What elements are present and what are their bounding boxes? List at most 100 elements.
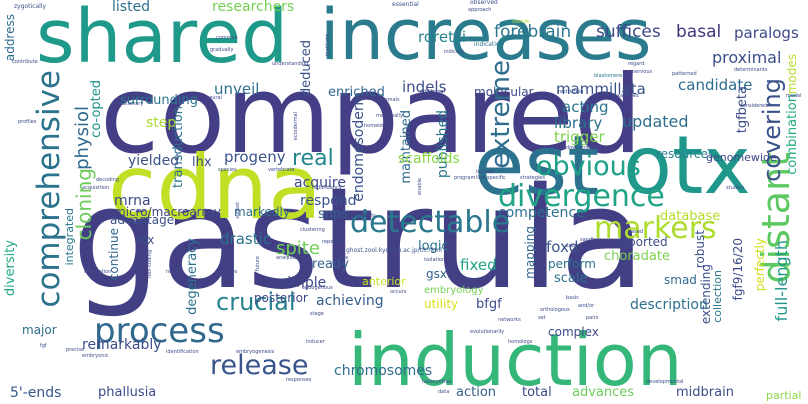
word-combination: combination xyxy=(785,94,800,175)
word-spite: spite xyxy=(276,238,320,259)
word-modes: modes xyxy=(785,54,799,95)
word-otx: otx xyxy=(623,119,751,212)
word-nervous: nervous xyxy=(632,69,653,75)
word-action: action xyxy=(456,385,497,400)
word-address: address xyxy=(3,14,17,62)
word-url: ghost.zool.kyoto-u.ac.jp/tft.html xyxy=(346,247,442,254)
word-halocynthia: halocynthia xyxy=(422,379,452,385)
word-covering: covering xyxy=(758,78,786,182)
word-blastomere: blastomere xyxy=(594,73,623,79)
word-essential: essential xyxy=(392,1,419,8)
word-complex: complex xyxy=(548,325,599,339)
word-full-length: full-length xyxy=(772,240,791,322)
word-degeneracy: degeneracy xyxy=(185,238,200,315)
word-repeated: repeated xyxy=(322,239,345,245)
word-transduction: transduction xyxy=(171,106,186,188)
word-proximal: proximal xyxy=(712,48,782,67)
word-occurs: occurs xyxy=(390,289,407,295)
word-line-specific: line-specific xyxy=(476,175,506,181)
word-5-ends: 5'-ends xyxy=(10,385,62,401)
word-understanding: understanding xyxy=(272,61,309,67)
word-advantage: advantage xyxy=(110,213,175,227)
word-embryology: embryology xyxy=(424,285,484,296)
word-deduced: deduced xyxy=(299,40,314,97)
word-future: future xyxy=(255,256,261,272)
word-genomewide: genomewide xyxy=(706,151,777,164)
word-achieving: achieving xyxy=(316,293,384,309)
word-indicate: indicate xyxy=(444,49,464,55)
word-unveil: unveil xyxy=(214,80,260,98)
word-analyses: analyses xyxy=(276,255,298,261)
word-diversity: diversity xyxy=(3,240,18,297)
word-gradually: gradually xyxy=(210,47,234,53)
word-sequencing: sequencing xyxy=(566,243,595,249)
word-increases: increases xyxy=(320,0,652,76)
word-tgfbeta: tgfbeta xyxy=(735,86,750,134)
word-chromosomes: chromosomes xyxy=(334,363,433,379)
word-common: common xyxy=(216,35,238,41)
word-utility: utility xyxy=(424,297,459,311)
word-suffices: suffices xyxy=(596,22,661,42)
word-induction: induction xyxy=(348,318,683,402)
word-competence: competence xyxy=(498,205,585,221)
word-obvious: obvious xyxy=(536,151,641,182)
word-species: species xyxy=(218,167,237,173)
word-isolation: isolation xyxy=(424,257,446,263)
word-extreme: extreme xyxy=(486,60,516,169)
word-process: process xyxy=(94,311,225,351)
word-surrounding: surrounding xyxy=(120,93,198,108)
word-basic: basic xyxy=(566,295,579,301)
word-paralogs: paralogs xyxy=(734,24,799,42)
word-developmental: developmental xyxy=(646,379,684,385)
word-endogenous: endogenous xyxy=(302,285,333,291)
word-highlight: highlight xyxy=(325,34,331,56)
word-downstream: downstream xyxy=(566,145,598,151)
word-foxd: foxd xyxy=(546,238,579,256)
word-orthologous: orthologous xyxy=(540,307,570,313)
word-model: model xyxy=(786,93,802,99)
word-lhx: lhx xyxy=(192,155,212,170)
word-phallusia: phallusia xyxy=(98,385,157,400)
word-considered: considered xyxy=(740,103,768,109)
word-acting: acting xyxy=(562,98,609,116)
word-resources: resources xyxy=(656,147,715,161)
word-comprehensive: comprehensive xyxy=(31,70,67,308)
word-patterned: patterned xyxy=(672,71,697,77)
word-updated: updated xyxy=(622,112,689,131)
word-data: data xyxy=(438,389,450,395)
word-perform: perform xyxy=(548,257,596,271)
word-gsx: gsx xyxy=(426,267,447,281)
word-neural: neural xyxy=(206,95,222,101)
word-scale: scale xyxy=(554,271,588,286)
word-published: published xyxy=(435,110,451,179)
word-total: total xyxy=(522,385,552,400)
word-and/or: and/or xyxy=(578,303,595,309)
word-strategies: strategies xyxy=(520,175,545,181)
word-vertebrate: vertebrate xyxy=(268,167,295,173)
word-zygotically: zygotically xyxy=(14,3,47,10)
word-ready: ready xyxy=(312,257,349,272)
word-sox: sox xyxy=(340,255,349,261)
word-advances: advances xyxy=(572,385,635,400)
word-embryogenesis: embryogenesis xyxy=(236,349,275,355)
word-analyze: analyze xyxy=(218,269,238,275)
word-maintained: maintained xyxy=(399,110,414,184)
word-reported: reported xyxy=(616,235,668,249)
word-collection: collection xyxy=(711,270,724,323)
word-robust: robust xyxy=(693,230,707,269)
word-posterior: posterior xyxy=(254,291,308,305)
word-yielded: yielded xyxy=(128,153,180,169)
word-respond: respond xyxy=(300,193,357,209)
word-homologs: homologs xyxy=(508,339,533,345)
word-mrna: mrna xyxy=(114,193,151,209)
word-embryonic: embryonic xyxy=(82,353,109,359)
word-partial: partial xyxy=(766,389,802,402)
word-smad: smad xyxy=(664,273,697,287)
word-real: real xyxy=(292,146,334,171)
word-contribute: contribute xyxy=(12,59,38,65)
word-perfectly: perfectly xyxy=(753,238,767,292)
word-trigger: trigger xyxy=(554,128,605,146)
word-gastrula: gastrula xyxy=(72,158,646,321)
word-description: description xyxy=(630,297,708,313)
word-stage: stage xyxy=(310,311,324,317)
